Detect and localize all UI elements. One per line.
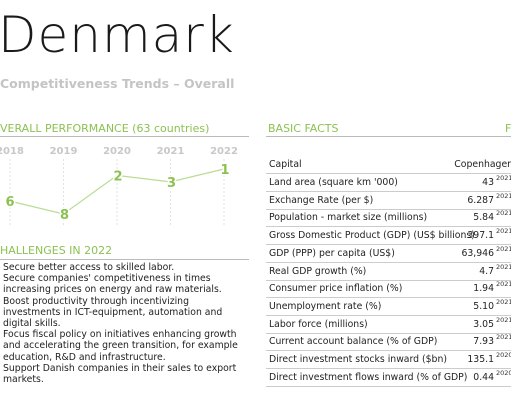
challenge-item: Secure companies' competitiveness in tim… [3,273,222,296]
fact-row: Exchange Rate (per $) 6.287 2021 [266,191,511,210]
year-label: 2022 [210,146,238,157]
section-heading: F [505,122,511,135]
fact-value: 0.44 [473,371,494,383]
fact-row: Direct investment flows inward (% of GDP… [266,368,511,387]
fact-row: Unemployment rate (%) 5.10 2021 [266,297,511,316]
fact-year: 2021 [496,174,511,182]
fact-row: Land area (square km '000) 43 2021 [266,173,511,192]
fact-label: Capital [269,159,302,170]
fact-label: Labor force (millions) [269,318,368,330]
fact-value: 135.1 [467,354,494,365]
section-heading: BASIC FACTS [268,122,339,135]
fact-row: Gross Domestic Product (GDP) (US$ billio… [266,226,511,246]
fact-value: 5.84 [473,212,494,224]
year-label: 2020 [103,146,131,157]
fact-row: GDP (PPP) per capita (US$) 63,946 2021 [266,244,511,263]
challenge-item: Support Danish companies in their sales … [3,362,237,386]
title: Denmark [0,6,235,64]
rank-line [9,168,225,215]
rank-label: 2 [113,169,122,184]
rank-label: 6 [5,195,14,210]
fact-year: 2020 [496,351,511,359]
fact-row: Real GDP growth (%) 4.7 2021 [266,262,511,281]
fact-year: 2021 [496,227,511,236]
fact-label: Unemployment rate (%) [269,300,382,312]
fact-row: Population - market size (millions) 5.84 2… [266,208,511,228]
fact-label: GDP (PPP) per capita (US$) [269,247,395,259]
rule [0,259,249,260]
fact-label: Exchange Rate (per $) [269,194,374,206]
challenge-item: Focus fiscal policy on initiatives enhan… [3,329,238,363]
fact-label: Direct investment flows inward (% of GDP… [269,371,468,383]
fact-row: Labor force (millions) 3.05 2021 [266,315,511,334]
challenge-list: Secure better access to skilled labor. Se… [3,262,249,385]
rule [0,136,249,137]
fact-year: 2021 [496,244,511,253]
fact-value: 5.10 [473,300,494,312]
fact-value: 43 [482,177,494,188]
fact-year: 2021 [496,297,511,306]
section-heading: HALLENGES IN 2022 [0,244,113,257]
fact-label: Land area (square km '000) [269,177,398,188]
fact-year: 2021 [496,209,511,218]
section-heading: VERALL PERFORMANCE (63 countries) [0,122,210,135]
fact-year: 2021 [496,333,511,342]
subtitle: Competitiveness Trends – Overall [0,76,235,91]
fact-value: 6.287 [467,194,494,206]
fact-year: 2021 [496,191,511,200]
fact-label: Direct investment stocks inward ($bn) [269,354,447,365]
fact-year: 2020 [496,368,511,377]
fact-value: 397.1 [467,230,494,242]
fact-label: Consumer price inflation (%) [269,283,403,295]
fact-row: Capital Copenhager [266,155,511,174]
fact-year: 2021 [496,262,511,271]
fact-label: Gross Domestic Product (GDP) (US$ billio… [269,230,475,242]
fact-label: Real GDP growth (%) [269,265,367,277]
fact-label: Current account balance (% of GDP) [269,336,438,348]
rank-label: 8 [60,208,69,223]
fact-value: 4.7 [479,265,494,277]
fact-value: 3.05 [473,318,494,330]
rank-label: 1 [220,163,229,178]
fact-row: Current account balance (% of GDP) 7.93 20… [266,332,511,352]
fact-value: 63,946 [461,247,494,259]
rule [266,136,511,137]
fact-row: Direct investment stocks inward ($bn) 135… [266,350,511,369]
fact-year: 2021 [496,280,511,289]
fact-value: Copenhager [454,159,511,170]
rank-chart: 2018 2019 2020 2021 2022 6 8 2 3 1 [0,146,238,226]
year-label: 2018 [0,146,24,157]
challenge-item: Boost productivity through incentivizing… [3,295,223,330]
fact-label: Population - market size (millions) [269,212,428,224]
fact-value: 1.94 [473,283,494,295]
fact-row: Consumer price inflation (%) 1.94 2021 [266,279,511,299]
fact-year: 2021 [496,315,511,324]
fact-value: 7.93 [473,336,494,348]
challenge-item: Secure better access to skilled labor. [3,262,175,273]
rank-label: 3 [167,176,176,191]
year-label: 2019 [50,146,78,157]
year-label: 2021 [157,146,185,157]
